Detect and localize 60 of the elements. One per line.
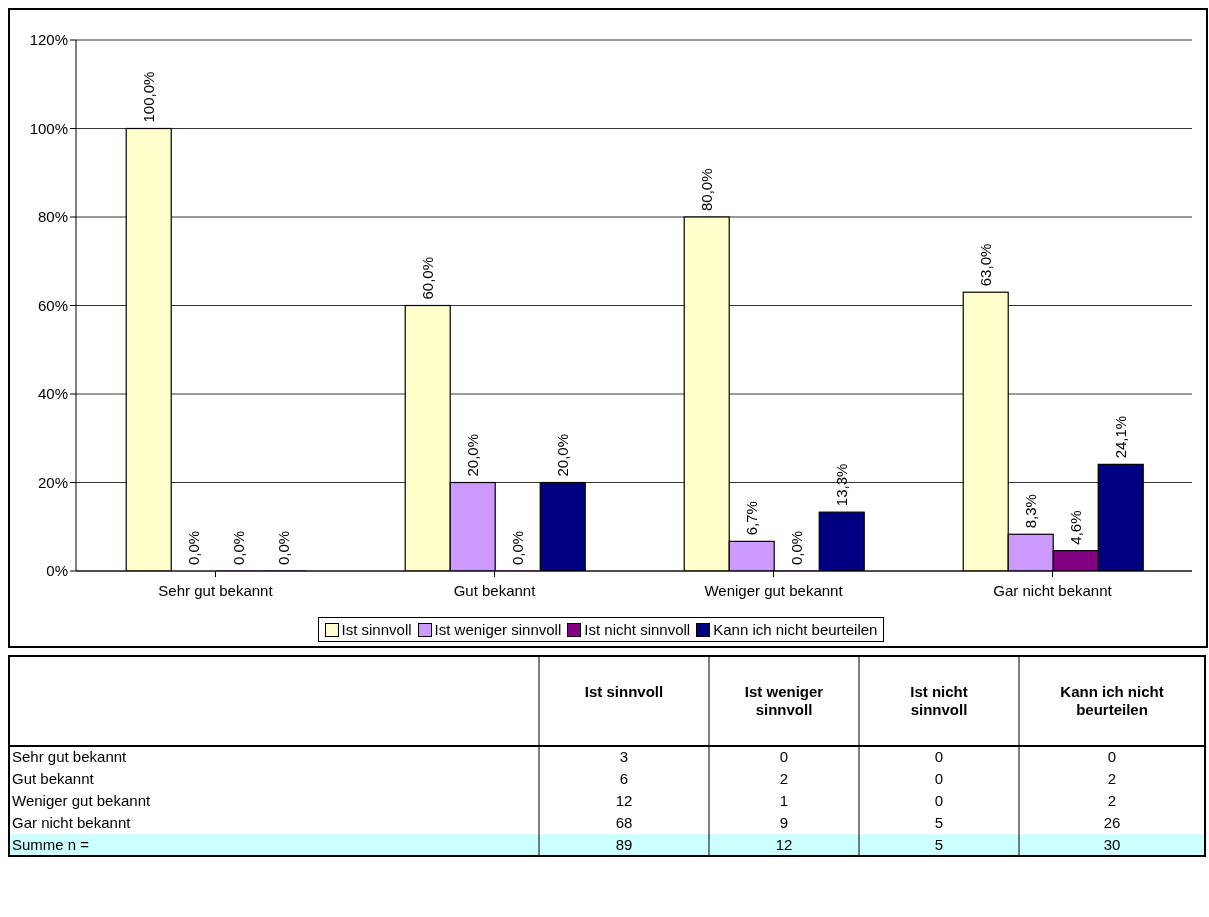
y-tick-label: 60% (37, 296, 68, 314)
data-label: 5 (934, 836, 944, 853)
x-tick-label: Sehr gut bekannt (158, 581, 274, 599)
data-label: 60,0% (418, 256, 436, 300)
data-label: 68 (615, 814, 633, 831)
data-label: 20,0% (463, 433, 481, 477)
data-label: 89 (615, 836, 633, 853)
y-tick-label: 0% (46, 562, 68, 580)
category-label: Ist sinnvoll (584, 683, 664, 700)
data-label: 0 (934, 792, 944, 809)
data-label: 0 (1107, 748, 1117, 765)
y-tick-label: 20% (37, 473, 68, 491)
legend-label: Ist weniger sinnvoll (433, 621, 562, 638)
data-label: 4,6% (1066, 510, 1084, 545)
data-label: 12 (775, 836, 793, 853)
legend-label: Kann ich nicht beurteilen (712, 621, 878, 638)
legend-label: Ist sinnvoll (340, 621, 412, 638)
data-label: 26 (1103, 814, 1121, 831)
text: Summe n = (12, 836, 90, 853)
data-label: 30 (1103, 836, 1121, 853)
text: Weniger gut bekannt (12, 792, 151, 809)
data-label: 13,3% (832, 463, 850, 507)
x-tick-label: Gar nicht bekannt (993, 581, 1113, 599)
data-label: 80,0% (697, 168, 715, 211)
data-label: 2 (1107, 792, 1117, 809)
data-label: 8,3% (1021, 494, 1039, 529)
data-label: 20,0% (553, 433, 571, 477)
text: Sehr gut bekannt (12, 748, 128, 765)
data-label: 9 (779, 814, 789, 831)
text: Gut bekannt (12, 770, 95, 787)
data-label: 0,0% (787, 530, 805, 565)
y-tick-label: 40% (37, 385, 68, 403)
y-tick-label: 120% (29, 31, 68, 49)
data-label: 0 (934, 770, 944, 787)
data-label: 0 (934, 748, 944, 765)
category-label: Ist weniger sinnvoll (744, 683, 824, 718)
y-tick-label: 100% (29, 119, 68, 137)
data-label: 12 (615, 792, 633, 809)
text: Gar nicht bekannt (12, 814, 132, 831)
data-label: 6,7% (742, 501, 760, 536)
data-label: 100,0% (139, 71, 157, 123)
data-label: 0,0% (274, 530, 292, 565)
data-label: 24,1% (1111, 415, 1129, 459)
y-tick-label: 80% (37, 208, 68, 226)
data-label: 1 (779, 792, 789, 809)
x-tick-label: Weniger gut bekannt (704, 581, 844, 599)
data-label: 6 (619, 770, 629, 787)
data-label: 63,0% (976, 243, 994, 287)
legend-label: Ist nicht sinnvoll (583, 621, 691, 638)
data-label: 2 (779, 770, 789, 787)
x-tick-label: Gut bekannt (453, 581, 537, 599)
data-label: 0 (779, 748, 789, 765)
data-label: 5 (934, 814, 944, 831)
data-label: 3 (619, 748, 629, 765)
data-label: 0,0% (508, 530, 526, 565)
category-label: Kann ich nicht beurteilen (1060, 683, 1164, 718)
data-label: 2 (1107, 770, 1117, 787)
category-label: Ist nicht sinnvoll (910, 683, 968, 718)
data-label: 0,0% (229, 530, 247, 565)
data-label: 0,0% (184, 530, 202, 565)
